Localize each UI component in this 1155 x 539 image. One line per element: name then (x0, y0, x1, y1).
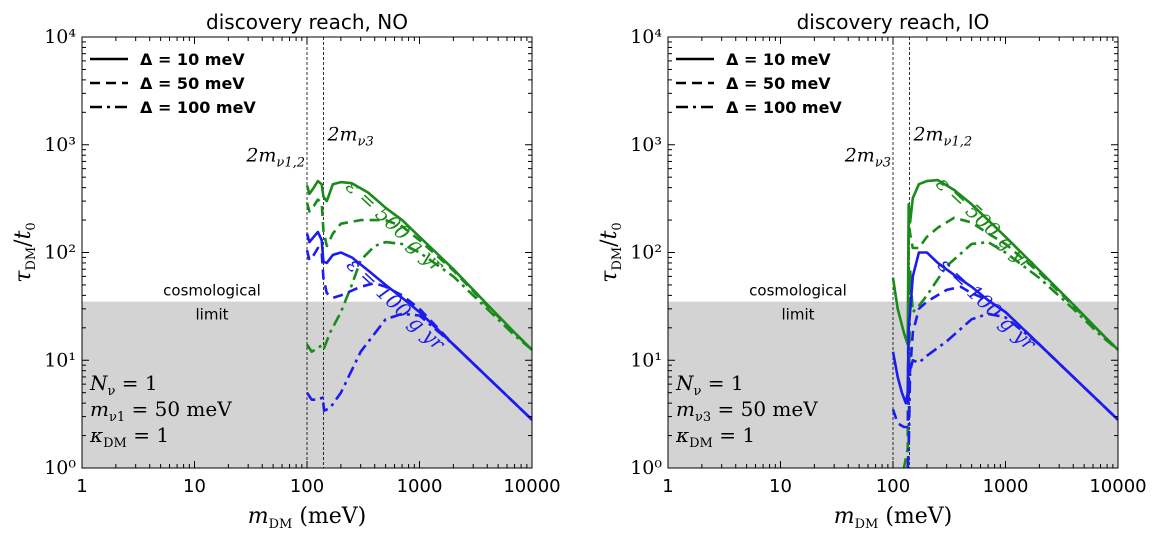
y-tick-label: 10² (630, 242, 662, 264)
y-tick-label: 10² (44, 242, 76, 264)
legend-label: Δ = 10 meV (140, 50, 245, 69)
series-line-500-g-yr-dashdot (305, 240, 532, 353)
threshold-label: 2mν1,2 (245, 144, 305, 170)
legend-label: Δ = 100 meV (140, 98, 256, 117)
legend-label: Δ = 10 meV (726, 50, 831, 69)
panel-io: cosmological limit 2mν3 2mν1,2 1 10 100 1000 100… (597, 10, 1147, 532)
y-tick-label: 10⁰ (630, 457, 662, 479)
chart-title: discovery reach, NO (206, 10, 408, 34)
legend-label: Δ = 50 meV (140, 74, 245, 93)
x-tick-label: 10000 (1089, 476, 1146, 497)
x-tick-label: 10000 (503, 476, 560, 497)
x-axis-label: mDM (meV) (834, 504, 953, 532)
panel-no: cosmological limit 2mν1,2 2mν3 1 10 100 1000 100… (11, 10, 561, 532)
series-line-100-g-yr-dashed (891, 285, 1118, 429)
legend-label: Δ = 100 meV (726, 98, 842, 117)
y-axis-label: τDM/t0 (11, 222, 39, 282)
series-line-500-g-yr-dashed (305, 198, 532, 351)
series-line-100-g-yr-dashdot (305, 312, 532, 421)
series-group (305, 179, 532, 421)
x-tick-label: 1000 (397, 476, 443, 497)
param-annotation: mν3 = 50 meV (676, 397, 818, 425)
series-line-500-g-yr-dashed (902, 216, 1118, 468)
x-tick-label: 1000 (983, 476, 1029, 497)
x-tick-label: 10 (183, 476, 206, 497)
legend-label: Δ = 50 meV (726, 74, 831, 93)
param-annotation: Nν = 1 (89, 371, 158, 399)
chart-title: discovery reach, IO (797, 10, 990, 34)
series-line-500-g-yr-solid (305, 179, 532, 351)
param-annotation: κDM = 1 (675, 423, 755, 451)
cosmological-label: cosmological (163, 282, 261, 300)
x-axis-label: mDM (meV) (248, 504, 367, 532)
y-tick-label: 10⁰ (44, 457, 76, 479)
x-tick-label: 100 (876, 476, 910, 497)
limit-label: limit (196, 306, 229, 324)
param-annotation: mν1 = 50 meV (90, 397, 232, 425)
y-tick-label: 10¹ (44, 349, 76, 371)
x-tick-label: 10 (769, 476, 792, 497)
x-tick-label: 1 (662, 476, 673, 497)
y-axis-label: τDM/t0 (597, 222, 625, 282)
series-group (891, 178, 1118, 468)
x-tick-label: 1 (76, 476, 87, 497)
x-tick-label: 100 (290, 476, 324, 497)
y-tick-label: 10⁴ (630, 26, 662, 48)
y-tick-label: 10³ (630, 134, 662, 156)
limit-label: limit (782, 306, 815, 324)
threshold-label: 2mν3 (326, 123, 373, 149)
param-annotation: κDM = 1 (89, 423, 169, 451)
series-line-100-g-yr-dashdot (906, 312, 1118, 468)
param-annotation: Nν = 1 (675, 371, 744, 399)
y-tick-label: 10¹ (630, 349, 662, 371)
series-line-500-g-yr-dashdot (906, 240, 1118, 468)
y-tick-label: 10⁴ (44, 26, 76, 48)
y-tick-label: 10³ (44, 134, 76, 156)
threshold-label: 2mν3 (844, 144, 891, 170)
series-line-500-g-yr-solid (891, 178, 1118, 351)
cosmological-label: cosmological (749, 282, 847, 300)
threshold-label: 2mν1,2 (912, 123, 972, 149)
